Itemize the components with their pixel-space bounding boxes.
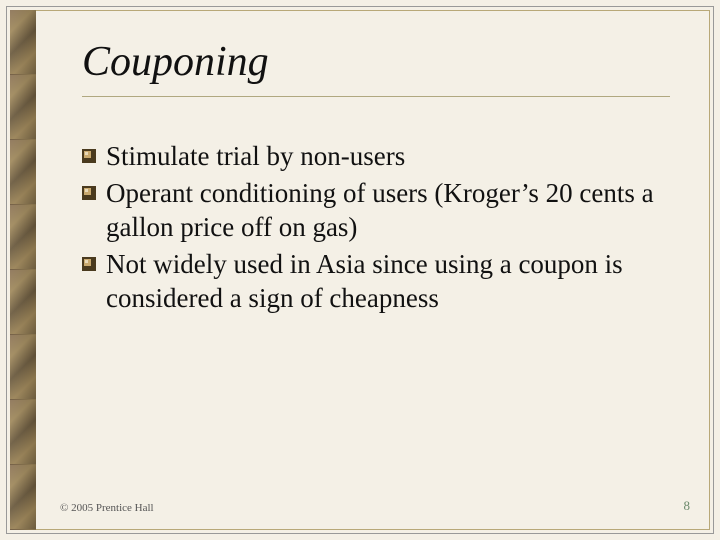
strip-segment: [10, 205, 36, 270]
bullet-list: Stimulate trial by non-users Operant con…: [82, 139, 670, 316]
strip-segment: [10, 335, 36, 400]
strip-segment: [10, 10, 36, 75]
bullet-icon: [82, 186, 96, 200]
strip-segment: [10, 140, 36, 205]
strip-segment: [10, 465, 36, 530]
slide-title: Couponing: [82, 38, 670, 97]
decorative-left-strip: [10, 10, 36, 530]
list-item: Operant conditioning of users (Kroger’s …: [106, 176, 670, 245]
page-number: 8: [684, 498, 691, 514]
list-item: Stimulate trial by non-users: [106, 139, 670, 174]
bullet-icon: [82, 149, 96, 163]
bullet-text: Not widely used in Asia since using a co…: [106, 249, 623, 314]
strip-segment: [10, 400, 36, 465]
bullet-text: Operant conditioning of users (Kroger’s …: [106, 178, 654, 243]
bullet-icon: [82, 257, 96, 271]
list-item: Not widely used in Asia since using a co…: [106, 247, 670, 316]
bullet-text: Stimulate trial by non-users: [106, 141, 405, 171]
strip-segment: [10, 270, 36, 335]
slide-content: Couponing Stimulate trial by non-users O…: [36, 10, 710, 530]
copyright-text: © 2005 Prentice Hall: [60, 502, 154, 514]
strip-segment: [10, 75, 36, 140]
